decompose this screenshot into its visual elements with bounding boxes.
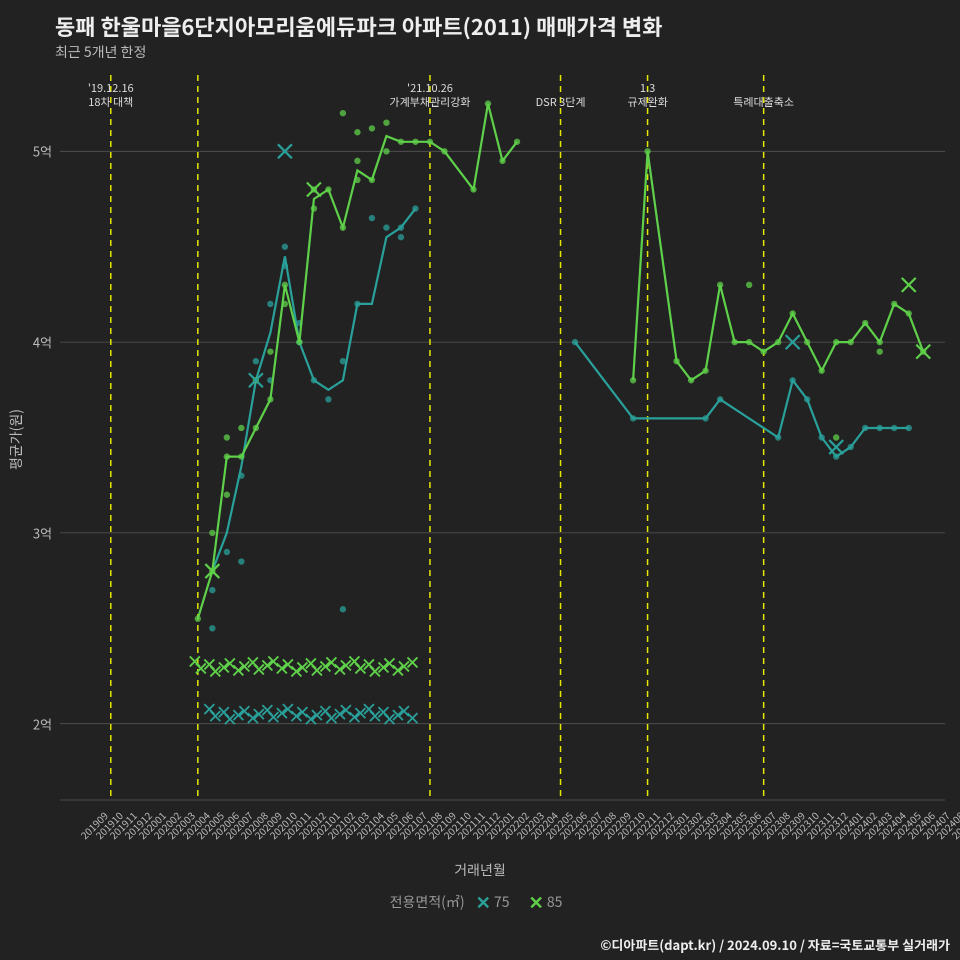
credit-text: ©디아파트(dapt.kr) / 2024.09.10 / 자료=국토교통부 실…	[600, 935, 950, 954]
event-label: '19.12.1618차 대책	[88, 81, 134, 110]
legend: 전용면적(㎡) ✕ 75 ✕ 85	[0, 890, 960, 916]
chart-container: 동패 한울마을6단지아모리움에듀파크 아파트(2011) 매매가격 변화 최근 …	[0, 0, 960, 960]
legend-item-75: ✕ 75	[476, 892, 513, 912]
event-label: DSR 3단계	[536, 81, 586, 110]
y-tick-label: 5억	[12, 142, 52, 161]
cross-icon: ✕	[476, 889, 491, 915]
event-label: '21.10.26가계부채관리강화	[389, 81, 470, 110]
y-tick-label: 4억	[12, 333, 52, 352]
legend-title: 전용면적(㎡)	[390, 892, 465, 912]
event-label: 1.3규제완화	[627, 81, 667, 110]
cross-icon: ✕	[529, 889, 544, 915]
legend-item-85: ✕ 85	[529, 892, 563, 912]
y-tick-label: 2억	[12, 714, 52, 733]
y-tick-label: 3억	[12, 523, 52, 542]
event-label: 특례대출축소	[733, 81, 794, 110]
